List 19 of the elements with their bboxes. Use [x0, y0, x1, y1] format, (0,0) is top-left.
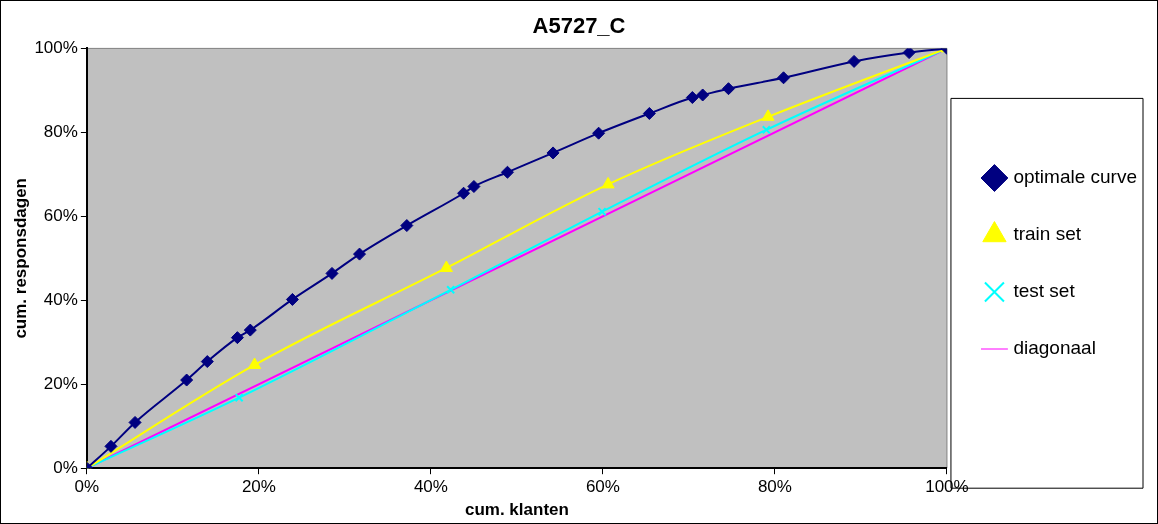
legend-label: train set	[1013, 223, 1082, 245]
x-tick-label: 80%	[757, 477, 792, 497]
y-axis-title: cum. responsdagen	[10, 178, 30, 339]
legend-label: test set	[1013, 280, 1076, 302]
x-tick-label: 20%	[241, 477, 276, 497]
y-tick-label: 80%	[43, 122, 78, 142]
x-tick-label: 0%	[74, 477, 100, 497]
chart-title: A5727_C	[532, 13, 626, 39]
x-tick-label: 60%	[585, 477, 620, 497]
y-tick-label: 60%	[43, 206, 78, 226]
x-tick-label: 40%	[413, 477, 448, 497]
y-tick-label: 0%	[53, 457, 78, 477]
legend-label: optimale curve	[1013, 166, 1138, 188]
x-axis-title: cum. klanten	[464, 500, 569, 520]
x-tick-label: 100%	[925, 477, 969, 497]
legend-label: diagonaal	[1013, 337, 1096, 359]
y-tick-label: 100%	[34, 38, 78, 58]
y-tick-label: 40%	[43, 289, 78, 309]
y-tick-label: 20%	[43, 373, 78, 393]
